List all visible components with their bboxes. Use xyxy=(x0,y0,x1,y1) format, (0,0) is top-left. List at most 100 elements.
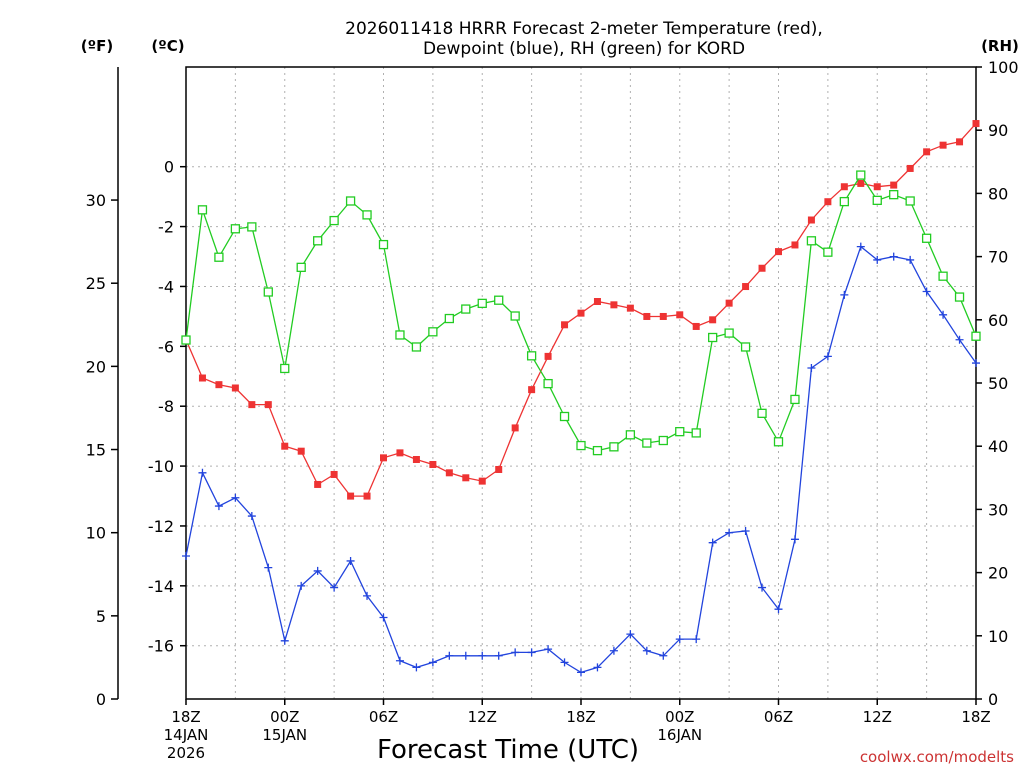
rh-tick-label: 0 xyxy=(988,690,998,709)
data-point-rh xyxy=(658,435,668,446)
data-point-dewpoint xyxy=(807,364,816,373)
data-point-rh xyxy=(609,442,619,452)
fahrenheit-tick-label: 20 xyxy=(86,357,106,376)
data-point-temperature xyxy=(610,301,618,309)
data-point-dewpoint xyxy=(264,563,273,572)
series-layer xyxy=(181,120,981,677)
data-point-rh xyxy=(329,215,339,226)
celsius-tick-label: -16 xyxy=(148,637,174,656)
data-point-rh xyxy=(675,427,685,437)
rh-unit-label: (RH) xyxy=(981,37,1019,55)
data-point-dewpoint xyxy=(758,583,767,592)
celsius-tick-label: -10 xyxy=(148,457,174,476)
data-point-rh xyxy=(954,292,965,302)
rh-tick-label: 40 xyxy=(988,437,1008,456)
fahrenheit-tick-label: 30 xyxy=(86,191,106,210)
data-point-temperature xyxy=(264,401,272,409)
data-point-dewpoint xyxy=(873,255,882,264)
celsius-tick-label: -2 xyxy=(158,218,174,237)
fahrenheit-tick-label: 0 xyxy=(96,690,106,709)
data-point-temperature xyxy=(890,181,898,189)
data-point-rh xyxy=(181,335,191,345)
data-point-temperature xyxy=(511,424,519,432)
data-point-rh xyxy=(444,313,454,324)
data-point-dewpoint xyxy=(478,651,487,660)
data-point-rh xyxy=(345,196,356,206)
data-point-rh xyxy=(872,195,882,206)
data-point-dewpoint xyxy=(692,635,701,644)
data-point-rh xyxy=(889,190,899,200)
data-point-rh xyxy=(740,342,751,352)
data-point-dewpoint xyxy=(313,566,322,575)
data-point-dewpoint xyxy=(214,502,223,511)
data-point-rh xyxy=(823,247,833,257)
data-point-dewpoint xyxy=(790,535,799,544)
data-point-temperature xyxy=(347,492,355,500)
data-point-temperature xyxy=(429,460,437,468)
data-point-dewpoint xyxy=(840,290,849,299)
data-point-rh xyxy=(856,170,866,180)
fahrenheit-tick-label: 15 xyxy=(86,441,106,460)
axes: 0 5 10 15 20 25 30 -16 -14 -12 -10 -8 -6 -4 -2 0 0 10 20 30… xyxy=(86,58,1019,709)
data-point-temperature xyxy=(626,304,634,312)
plot-frame xyxy=(185,66,977,700)
data-point-temperature xyxy=(742,283,750,291)
data-point-dewpoint xyxy=(297,581,306,590)
data-point-temperature xyxy=(939,141,947,149)
x-tick-label: 2026 xyxy=(167,744,205,762)
data-point-temperature xyxy=(906,164,914,172)
data-point-rh xyxy=(839,196,849,207)
data-point-rh xyxy=(378,239,389,250)
celsius-unit-label: (ºC) xyxy=(151,37,184,55)
data-point-temperature xyxy=(528,386,536,394)
data-point-temperature xyxy=(824,198,832,206)
data-point-dewpoint xyxy=(939,310,948,319)
rh-tick-label: 50 xyxy=(988,374,1008,393)
data-point-temperature xyxy=(544,352,552,360)
data-point-rh xyxy=(757,408,767,418)
celsius-tick-label: 0 xyxy=(164,158,174,177)
data-point-dewpoint xyxy=(428,658,437,667)
data-point-temperature xyxy=(495,465,503,473)
rh-tick-label: 90 xyxy=(988,121,1008,140)
data-point-rh xyxy=(510,311,520,321)
data-point-rh xyxy=(197,205,208,215)
data-point-temperature xyxy=(692,322,700,330)
x-tick-label: 18Z xyxy=(171,708,200,726)
x-tick-label: 18Z xyxy=(566,708,595,726)
data-point-temperature xyxy=(561,321,569,329)
fahrenheit-tick-label: 10 xyxy=(86,524,106,543)
data-point-temperature xyxy=(198,374,206,382)
credit-link[interactable]: coolwx.com/modelts xyxy=(860,748,1014,766)
data-point-dewpoint xyxy=(577,668,585,677)
grid-lines xyxy=(186,67,976,699)
data-point-temperature xyxy=(840,183,848,191)
data-point-dewpoint xyxy=(527,648,536,657)
data-point-temperature xyxy=(248,401,256,409)
data-point-temperature xyxy=(873,183,881,191)
data-point-rh xyxy=(263,287,273,297)
data-point-temperature xyxy=(445,469,453,477)
celsius-tick-label: -8 xyxy=(158,397,174,416)
rh-tick-label: 30 xyxy=(988,500,1008,519)
data-point-temperature xyxy=(775,248,782,256)
rh-tick-label: 60 xyxy=(988,311,1008,330)
data-point-temperature xyxy=(725,299,733,307)
celsius-tick-label: -14 xyxy=(148,577,174,596)
data-point-temperature xyxy=(676,311,684,319)
data-point-temperature xyxy=(972,120,980,128)
data-point-temperature xyxy=(807,216,815,224)
x-tick-label: 18Z xyxy=(961,708,990,726)
data-point-rh xyxy=(461,304,471,314)
data-point-temperature xyxy=(758,264,766,272)
x-tick-label: 14JAN xyxy=(164,726,209,744)
data-point-rh xyxy=(576,440,586,451)
data-point-temperature xyxy=(297,447,305,455)
x-tick-label: 12Z xyxy=(863,708,892,726)
data-point-temperature xyxy=(643,312,651,320)
data-point-temperature xyxy=(396,449,404,457)
data-point-dewpoint xyxy=(659,651,668,660)
data-point-rh xyxy=(642,438,652,448)
fahrenheit-unit-label: (ºF) xyxy=(81,37,113,55)
